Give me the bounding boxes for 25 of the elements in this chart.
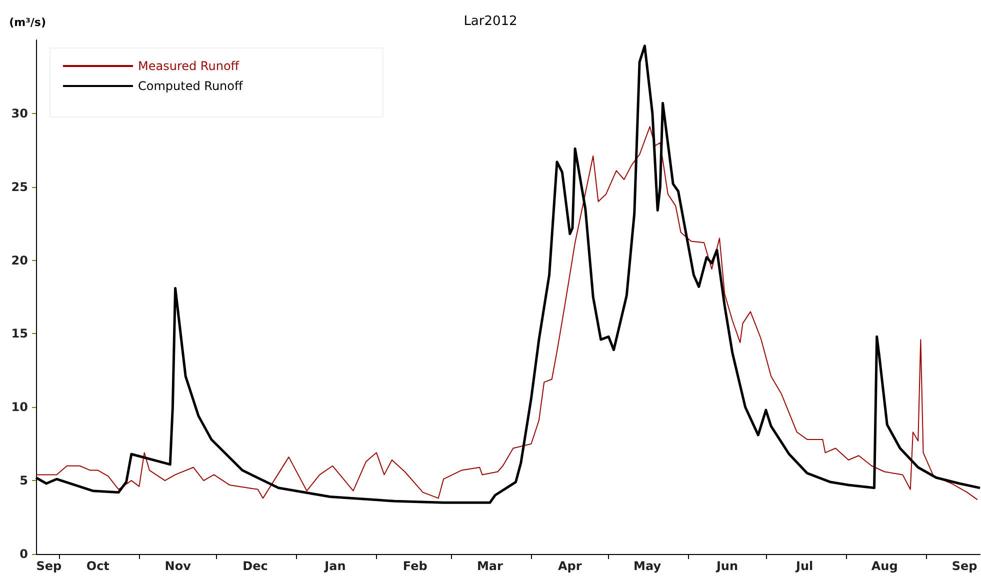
x-tick-label: Apr: [558, 559, 582, 573]
y-tick-label: 20: [11, 253, 28, 268]
y-tick-label: 0: [20, 547, 28, 561]
y-tick-label: 15: [11, 326, 28, 341]
y-tick-label: 5: [20, 474, 28, 488]
x-tick-label: Jun: [715, 559, 738, 573]
y-tick-label: 30: [11, 106, 28, 120]
x-tick-label: Mar: [476, 559, 503, 573]
x-tick-label: Jan: [324, 559, 346, 573]
line-series: [36, 126, 978, 500]
x-tick-label: Dec: [242, 559, 268, 573]
x-tick-label: May: [634, 559, 662, 573]
text: Measured Runoff: [138, 59, 240, 73]
x-tick-label: Sep: [952, 559, 978, 573]
x-tick-label: Aug: [871, 559, 898, 573]
x-tick-label: Nov: [164, 559, 192, 573]
chart-title: Lar2012: [464, 14, 518, 29]
x-tick-label: Oct: [86, 559, 110, 573]
y-axis-title: (m³/s): [9, 16, 46, 29]
x-tick-label: Sep: [36, 559, 62, 573]
text: Computed Runoff: [138, 79, 244, 93]
x-tick-label: Feb: [402, 559, 428, 573]
x-tick-label: Jul: [795, 559, 814, 573]
y-tick-label: 25: [11, 180, 28, 194]
y-tick-label: 10: [11, 400, 28, 414]
